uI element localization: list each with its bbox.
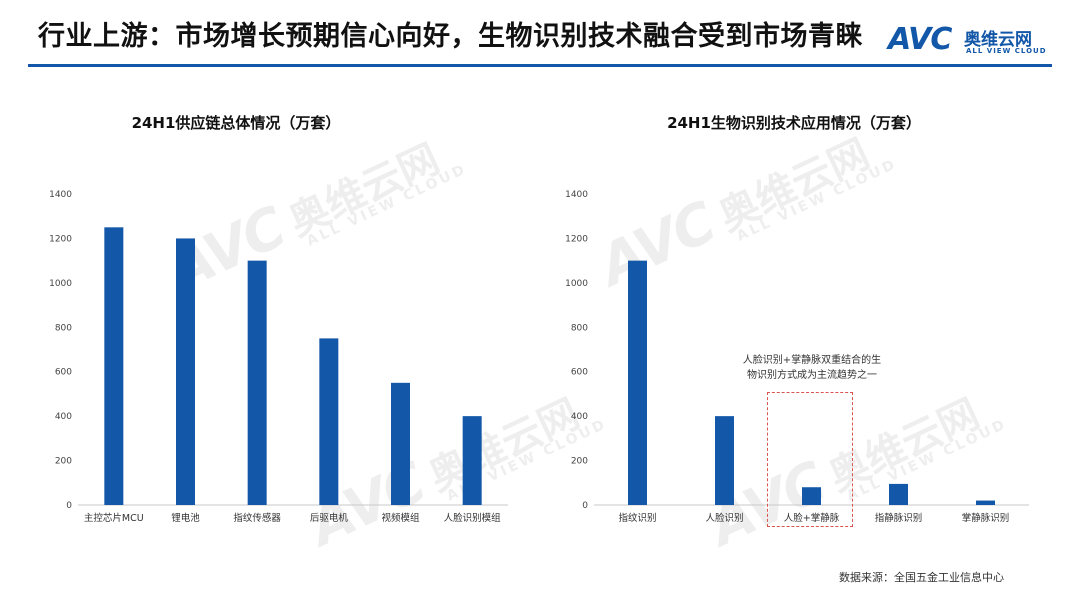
bar: [462, 416, 482, 505]
y-tick-label: 600: [55, 368, 72, 378]
y-tick-label: 1000: [565, 279, 588, 289]
data-source: 数据来源：全国五金工业信息中心: [839, 571, 1004, 584]
x-tick-label: 视频模组: [381, 512, 420, 524]
page-title: 行业上游：市场增长预期信心向好，生物识别技术融合受到市场青睐: [38, 21, 863, 52]
bar: [715, 416, 734, 505]
y-tick-label: 1000: [49, 279, 72, 289]
bar: [628, 260, 647, 505]
biometric-chart-title: 24H1生物识别技术应用情况（万套）: [667, 114, 921, 132]
y-tick-label: 600: [571, 368, 588, 378]
bar: [976, 500, 995, 505]
x-tick-label: 指纹传感器: [233, 512, 281, 524]
y-tick-label: 1400: [49, 190, 72, 200]
y-tick-label: 1200: [49, 234, 72, 244]
y-tick-label: 800: [55, 323, 72, 333]
y-tick-label: 200: [55, 457, 72, 467]
brand-logo-cn: 奥维云网: [964, 30, 1032, 50]
brand-logo-mark: AVC: [888, 22, 952, 57]
bar: [176, 238, 195, 505]
bar: [247, 260, 267, 505]
y-tick-label: 1400: [565, 190, 588, 200]
bar: [104, 227, 124, 506]
y-tick-label: 0: [66, 501, 72, 511]
x-tick-label: 掌静脉识别: [962, 512, 1010, 524]
x-tick-label: 主控芯片MCU: [84, 512, 144, 524]
y-tick-label: 1200: [565, 234, 588, 244]
supply-chain-chart-title: 24H1供应链总体情况（万套）: [131, 114, 341, 132]
y-tick-label: 400: [571, 412, 588, 422]
x-tick-label: 人脸识别模组: [444, 512, 502, 524]
x-tick-label: 人脸识别: [705, 512, 743, 524]
chart-annotation-line-1: 人脸识别+掌静脉双重结合的生: [742, 355, 882, 366]
x-tick-label: 锂电池: [171, 512, 200, 524]
y-tick-label: 400: [55, 412, 72, 422]
x-tick-label: 人脸+掌静脉: [784, 512, 840, 524]
highlight-box: [767, 392, 853, 527]
chart-annotation: 人脸识别+掌静脉双重结合的生 物识别方式成为主流趋势之一: [722, 353, 902, 383]
y-tick-label: 800: [571, 323, 588, 333]
x-tick-label: 指纹识别: [618, 512, 656, 524]
brand-logo: AVC 奥维云网 ALL VIEW CLOUD: [888, 22, 1058, 62]
header-divider: [28, 64, 1052, 67]
bar: [889, 483, 908, 505]
y-tick-label: 200: [571, 457, 588, 467]
bar: [802, 487, 821, 505]
x-tick-label: 指静脉识别: [875, 512, 923, 524]
bar: [319, 338, 339, 505]
bar: [391, 382, 410, 505]
x-tick-label: 后驱电机: [310, 512, 349, 524]
y-tick-label: 0: [582, 501, 588, 511]
chart-annotation-line-2: 物识别方式成为主流趋势之一: [747, 370, 877, 381]
brand-logo-en: ALL VIEW CLOUD: [966, 47, 1047, 55]
